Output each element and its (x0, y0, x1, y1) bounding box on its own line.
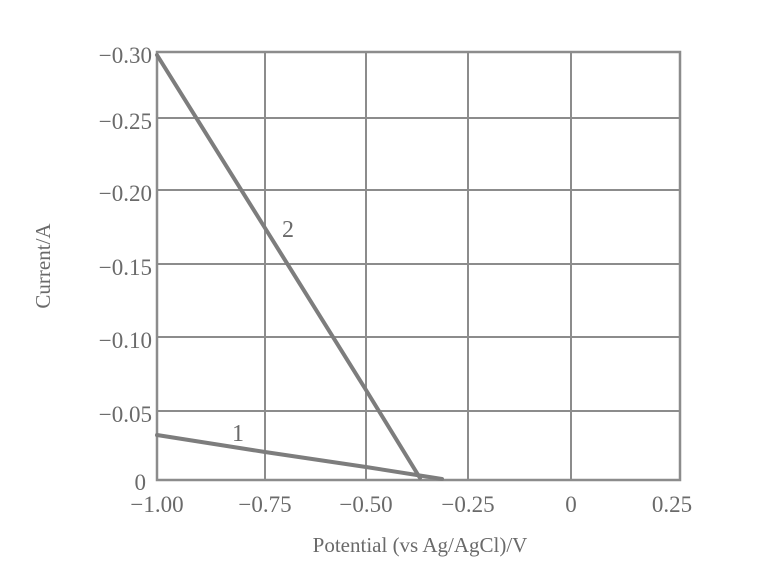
series-2-label: 2 (282, 217, 294, 243)
y-tick: −0.25 (99, 109, 152, 134)
x-tick: −1.00 (130, 492, 183, 517)
series-2-line (155, 53, 422, 480)
y-tick: −0.05 (99, 402, 152, 427)
gridlines (157, 52, 680, 480)
y-axis-label: Current/A (31, 223, 55, 309)
x-tick: 0.25 (652, 492, 692, 517)
y-axis-ticks: −0.30 −0.25 −0.20 −0.15 −0.10 −0.05 0 (99, 43, 152, 495)
x-tick: 0 (565, 492, 577, 517)
y-tick: −0.15 (99, 255, 152, 280)
y-tick: 0 (135, 470, 147, 495)
y-tick: −0.20 (99, 181, 152, 206)
x-tick: −0.75 (238, 492, 291, 517)
series-1-line (155, 433, 444, 481)
x-axis-label: Potential (vs Ag/AgCl)/V (313, 533, 528, 557)
y-tick: −0.30 (99, 43, 152, 68)
y-tick: −0.10 (99, 328, 152, 353)
x-axis-ticks: −1.00 −0.75 −0.50 −0.25 0 0.25 (130, 492, 692, 517)
plot-frame (155, 50, 682, 482)
x-tick: −0.25 (441, 492, 494, 517)
series-1-label: 1 (232, 421, 244, 447)
x-tick: −0.50 (339, 492, 392, 517)
